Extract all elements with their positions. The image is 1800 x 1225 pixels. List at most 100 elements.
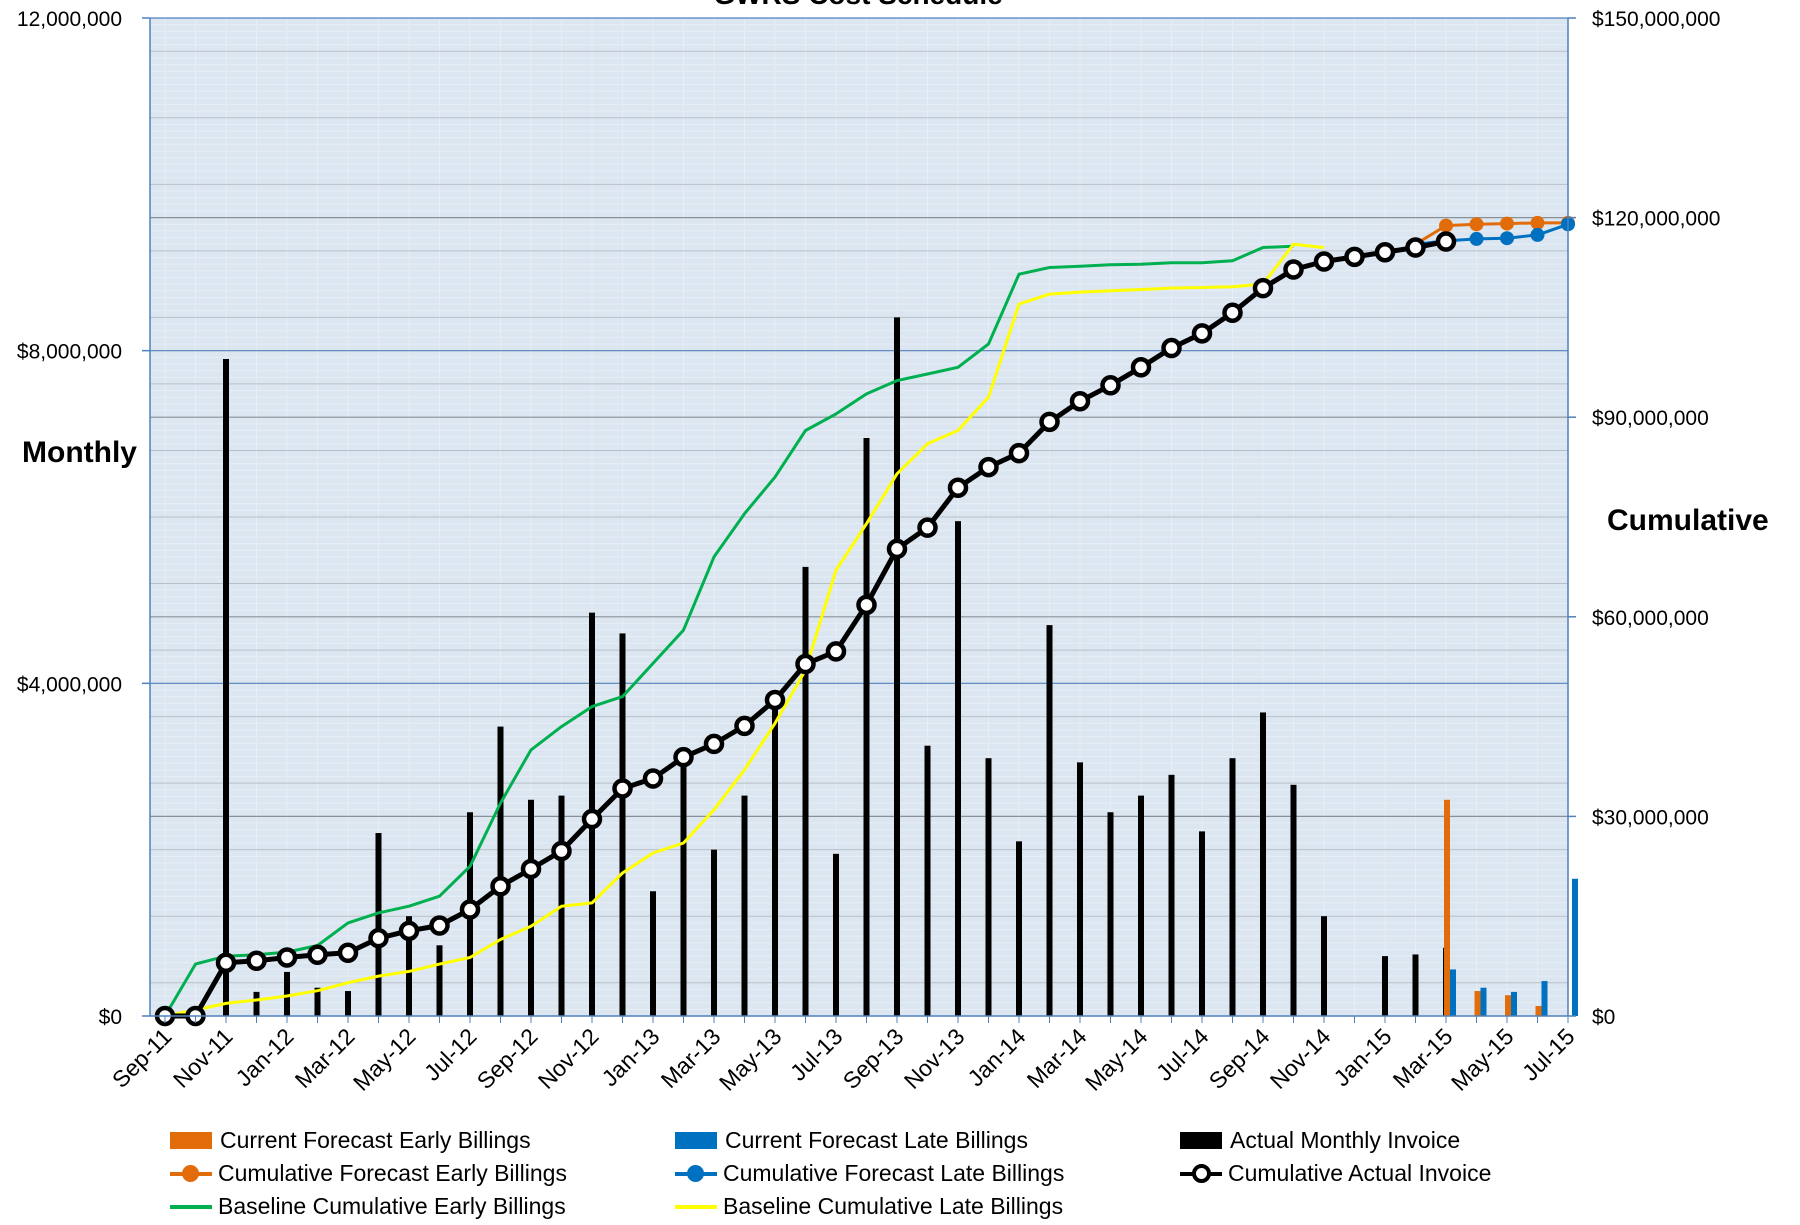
- forecast-late-bar: [1572, 878, 1578, 1016]
- legend-label: Current Forecast Early Billings: [220, 1127, 531, 1153]
- cumulative-actual-marker: [947, 477, 969, 498]
- legend-item-cumulative-forecast-early: Cumulative Forecast Early Billings: [170, 1157, 675, 1190]
- legend-swatch: [675, 1132, 717, 1149]
- cumulative-actual-marker: [673, 746, 694, 768]
- actual-monthly-bar: [1290, 784, 1297, 1016]
- cumulative-actual-marker: [1069, 390, 1091, 412]
- chart-legend: Current Forecast Early Billings Current …: [170, 1124, 1590, 1220]
- x-tick-label: Sep-11: [107, 1023, 177, 1093]
- actual-monthly-bar: [1077, 762, 1083, 1016]
- cumulative-forecast-late-marker: [1530, 227, 1545, 242]
- actual-monthly-bar: [406, 916, 412, 1016]
- forecast-early-bar: [1444, 799, 1450, 1016]
- x-tick-label: Mar-12: [290, 1023, 360, 1093]
- legend-item-current-forecast-late: Current Forecast Late Billings: [675, 1124, 1180, 1157]
- actual-monthly-bar: [375, 833, 382, 1016]
- cumulative-actual-marker: [825, 641, 847, 662]
- y-axis-title-right: Cumulative: [1607, 504, 1769, 537]
- legend-swatch: [675, 1198, 717, 1215]
- cumulative-actual-marker: [703, 733, 725, 755]
- y-tick-label-left: $0: [99, 1006, 122, 1029]
- legend-swatch: [170, 1132, 212, 1149]
- cumulative-actual-marker: [307, 944, 328, 966]
- cumulative-actual-marker: [1222, 302, 1243, 323]
- cumulative-actual-marker: [276, 947, 298, 968]
- legend-swatch: [1180, 1132, 1222, 1149]
- x-tick-label: May-15: [1446, 1023, 1519, 1096]
- x-tick-label: May-14: [1080, 1023, 1153, 1096]
- cumulative-actual-marker: [1008, 442, 1030, 464]
- cumulative-actual-marker: [520, 858, 542, 880]
- cumulative-actual-marker: [795, 653, 816, 675]
- x-tick-label: Mar-14: [1022, 1023, 1092, 1093]
- actual-monthly-bar: [284, 971, 290, 1016]
- cumulative-actual-marker: [917, 517, 938, 538]
- line-series-group: [154, 215, 1575, 1027]
- legend-label: Cumulative Actual Invoice: [1228, 1160, 1492, 1186]
- actual-monthly-bar: [985, 758, 992, 1016]
- cumulative-forecast-early-marker: [1439, 218, 1453, 233]
- cumulative-actual-marker: [612, 778, 633, 799]
- actual-monthly-bar: [1412, 954, 1419, 1016]
- legend-item-baseline-late: Baseline Cumulative Late Billings: [675, 1190, 1180, 1223]
- forecast-early-bar: [1505, 995, 1511, 1016]
- cumulative-actual-marker: [734, 715, 755, 737]
- cumulative-forecast-early-marker: [1530, 215, 1545, 230]
- cumulative-actual-marker: [1161, 337, 1182, 359]
- legend-item-cumulative-forecast-late: Cumulative Forecast Late Billings: [675, 1157, 1180, 1190]
- x-tick-label: May-12: [348, 1023, 421, 1096]
- cumulative-actual-marker: [246, 950, 267, 972]
- legend-label: Cumulative Forecast Late Billings: [723, 1160, 1065, 1186]
- y-tick-label-left: 12,000,000: [17, 8, 122, 31]
- actual-monthly-bar: [1168, 774, 1175, 1016]
- cumulative-actual-marker: [368, 927, 389, 949]
- x-tick-label: Nov-12: [533, 1023, 604, 1094]
- cumulative-actual-marker: [429, 915, 450, 936]
- x-tick-label: Jan-12: [230, 1023, 298, 1091]
- forecast-late-bar: [1450, 969, 1456, 1016]
- x-tick-label: Mar-15: [1388, 1023, 1458, 1093]
- x-tick-label: Mar-13: [656, 1023, 726, 1093]
- forecast-early-bar: [1535, 1006, 1542, 1016]
- actual-monthly-bar: [711, 849, 717, 1016]
- actual-monthly-bar: [1382, 956, 1388, 1016]
- x-tick-label: Sep-13: [838, 1023, 909, 1094]
- actual-monthly-bar: [802, 566, 809, 1016]
- cumulative-actual-marker: [978, 456, 999, 478]
- cumulative-actual-marker: [1039, 411, 1060, 433]
- legend-swatch: [170, 1165, 212, 1182]
- y-tick-label-left: $4,000,000: [17, 673, 122, 696]
- cumulative-actual-marker: [764, 689, 786, 711]
- y-axis-title-left: Monthly: [22, 436, 137, 469]
- actual-monthly-bar: [1138, 795, 1144, 1016]
- x-tick-label: Jan-13: [596, 1023, 664, 1091]
- legend-item-cumulative-actual: Cumulative Actual Invoice: [1180, 1157, 1590, 1190]
- legend-item-actual-monthly: Actual Monthly Invoice: [1180, 1124, 1590, 1157]
- actual-monthly-bar: [1199, 831, 1205, 1016]
- actual-monthly-bar: [955, 521, 961, 1016]
- baseline-early-line: [163, 244, 1294, 1017]
- x-tick-label: Jan-14: [962, 1023, 1030, 1091]
- cumulative-actual-marker: [1252, 277, 1274, 299]
- actual-monthly-bar: [650, 891, 656, 1016]
- actual-monthly-bar: [1260, 712, 1266, 1016]
- cumulative-actual-marker: [581, 808, 603, 830]
- cumulative-actual-marker: [1435, 231, 1457, 252]
- y-tick-label-right: $30,000,000: [1592, 806, 1709, 829]
- legend-label: Actual Monthly Invoice: [1230, 1127, 1461, 1153]
- cumulative-forecast-late-marker: [1469, 231, 1484, 246]
- cumulative-actual-marker: [551, 840, 572, 862]
- actual-monthly-bar: [223, 358, 229, 1016]
- cumulative-actual-marker: [1191, 323, 1213, 344]
- legend-swatch: [1180, 1164, 1222, 1183]
- actual-monthly-bar: [253, 991, 260, 1016]
- actual-monthly-bar: [436, 945, 443, 1016]
- y-tick-label-left: $8,000,000: [17, 341, 122, 364]
- actual-monthly-bar: [1016, 841, 1022, 1016]
- forecast-late-bar: [1541, 981, 1548, 1016]
- x-tick-label: Sep-12: [472, 1023, 543, 1094]
- y-tick-label-right: $120,000,000: [1592, 208, 1720, 231]
- y-tick-label-right: $150,000,000: [1592, 8, 1720, 31]
- cumulative-forecast-early-marker: [1469, 217, 1484, 232]
- cumulative-actual-marker: [642, 768, 664, 789]
